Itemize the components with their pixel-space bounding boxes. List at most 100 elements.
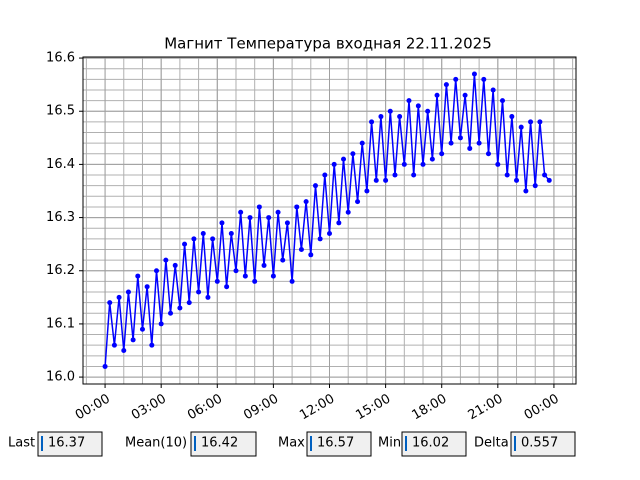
- stat-box: [401, 431, 467, 457]
- stat-box: [510, 431, 576, 457]
- point: [186, 300, 192, 306]
- stat-value: 16.37: [48, 436, 85, 451]
- point: [303, 199, 309, 205]
- point: [476, 140, 482, 146]
- stat-label: Max: [278, 436, 305, 451]
- point: [242, 273, 248, 279]
- point: [341, 156, 347, 162]
- point: [448, 140, 454, 146]
- point: [107, 300, 113, 306]
- point: [537, 119, 543, 125]
- point: [182, 241, 188, 247]
- point: [275, 209, 281, 215]
- point: [139, 326, 145, 332]
- point: [317, 236, 323, 242]
- point: [298, 246, 304, 252]
- point: [490, 87, 496, 93]
- stat-label: Last: [8, 436, 35, 451]
- point: [485, 151, 491, 157]
- point: [312, 183, 318, 189]
- point: [336, 220, 342, 226]
- point: [130, 337, 136, 343]
- point: [247, 215, 253, 221]
- point: [261, 262, 267, 268]
- stat-label: Delta: [474, 436, 509, 451]
- stat-box: [306, 431, 372, 457]
- point: [453, 76, 459, 82]
- point: [284, 220, 290, 226]
- point: [322, 172, 328, 178]
- plot: [102, 71, 552, 369]
- y-tick-label: 16.5: [46, 104, 75, 119]
- point: [369, 119, 375, 125]
- y-tick-label: 16.2: [46, 263, 75, 278]
- point: [172, 262, 178, 268]
- point: [509, 114, 515, 120]
- point: [471, 71, 477, 77]
- point: [205, 294, 211, 300]
- point: [495, 161, 501, 167]
- point: [546, 177, 552, 183]
- point: [467, 145, 473, 151]
- point: [425, 108, 431, 114]
- point: [528, 119, 534, 125]
- point: [121, 348, 127, 354]
- point: [518, 124, 524, 130]
- point: [373, 177, 379, 183]
- y-tick-label: 16.4: [46, 157, 75, 172]
- point: [149, 342, 155, 348]
- series-line: [104, 73, 550, 367]
- point: [154, 268, 160, 274]
- point: [228, 231, 234, 237]
- point: [191, 236, 197, 242]
- point: [210, 236, 216, 242]
- point: [439, 151, 445, 157]
- point: [168, 310, 174, 316]
- point: [345, 209, 351, 215]
- point: [481, 76, 487, 82]
- y-tick-label: 16.3: [46, 210, 75, 225]
- y-tick-label: 16.1: [46, 316, 75, 331]
- point: [378, 114, 384, 120]
- point: [116, 294, 122, 300]
- point: [233, 268, 239, 274]
- point: [308, 252, 314, 258]
- stat-label: Min: [378, 436, 401, 451]
- point: [280, 257, 286, 263]
- point: [387, 108, 393, 114]
- point: [266, 215, 272, 221]
- point: [434, 92, 440, 98]
- point: [355, 199, 361, 205]
- point: [364, 188, 370, 194]
- point: [219, 220, 225, 226]
- point: [504, 172, 510, 178]
- point: [392, 172, 398, 178]
- point: [415, 103, 421, 109]
- point: [406, 98, 412, 104]
- point: [102, 363, 108, 369]
- point: [499, 98, 505, 104]
- point: [144, 284, 150, 290]
- point: [383, 177, 389, 183]
- point: [331, 161, 337, 167]
- point: [359, 140, 365, 146]
- point: [397, 114, 403, 120]
- point: [542, 172, 548, 178]
- point: [177, 305, 183, 311]
- point: [443, 82, 449, 88]
- point: [411, 172, 417, 178]
- point: [200, 231, 206, 237]
- stat-label: Mean(10): [125, 436, 187, 451]
- y-tick-label: 16.6: [46, 51, 75, 66]
- stats-bar: Last 16.37 Mean(10) 16.42 Max 16.57 Min 16.02 De…: [8, 431, 576, 457]
- point: [429, 156, 435, 162]
- point: [125, 289, 131, 295]
- stat-value: 0.557: [521, 436, 558, 451]
- point: [224, 284, 230, 290]
- point: [238, 209, 244, 215]
- point: [158, 321, 164, 327]
- stat-box: [190, 431, 257, 457]
- point: [532, 183, 538, 189]
- point: [252, 278, 258, 284]
